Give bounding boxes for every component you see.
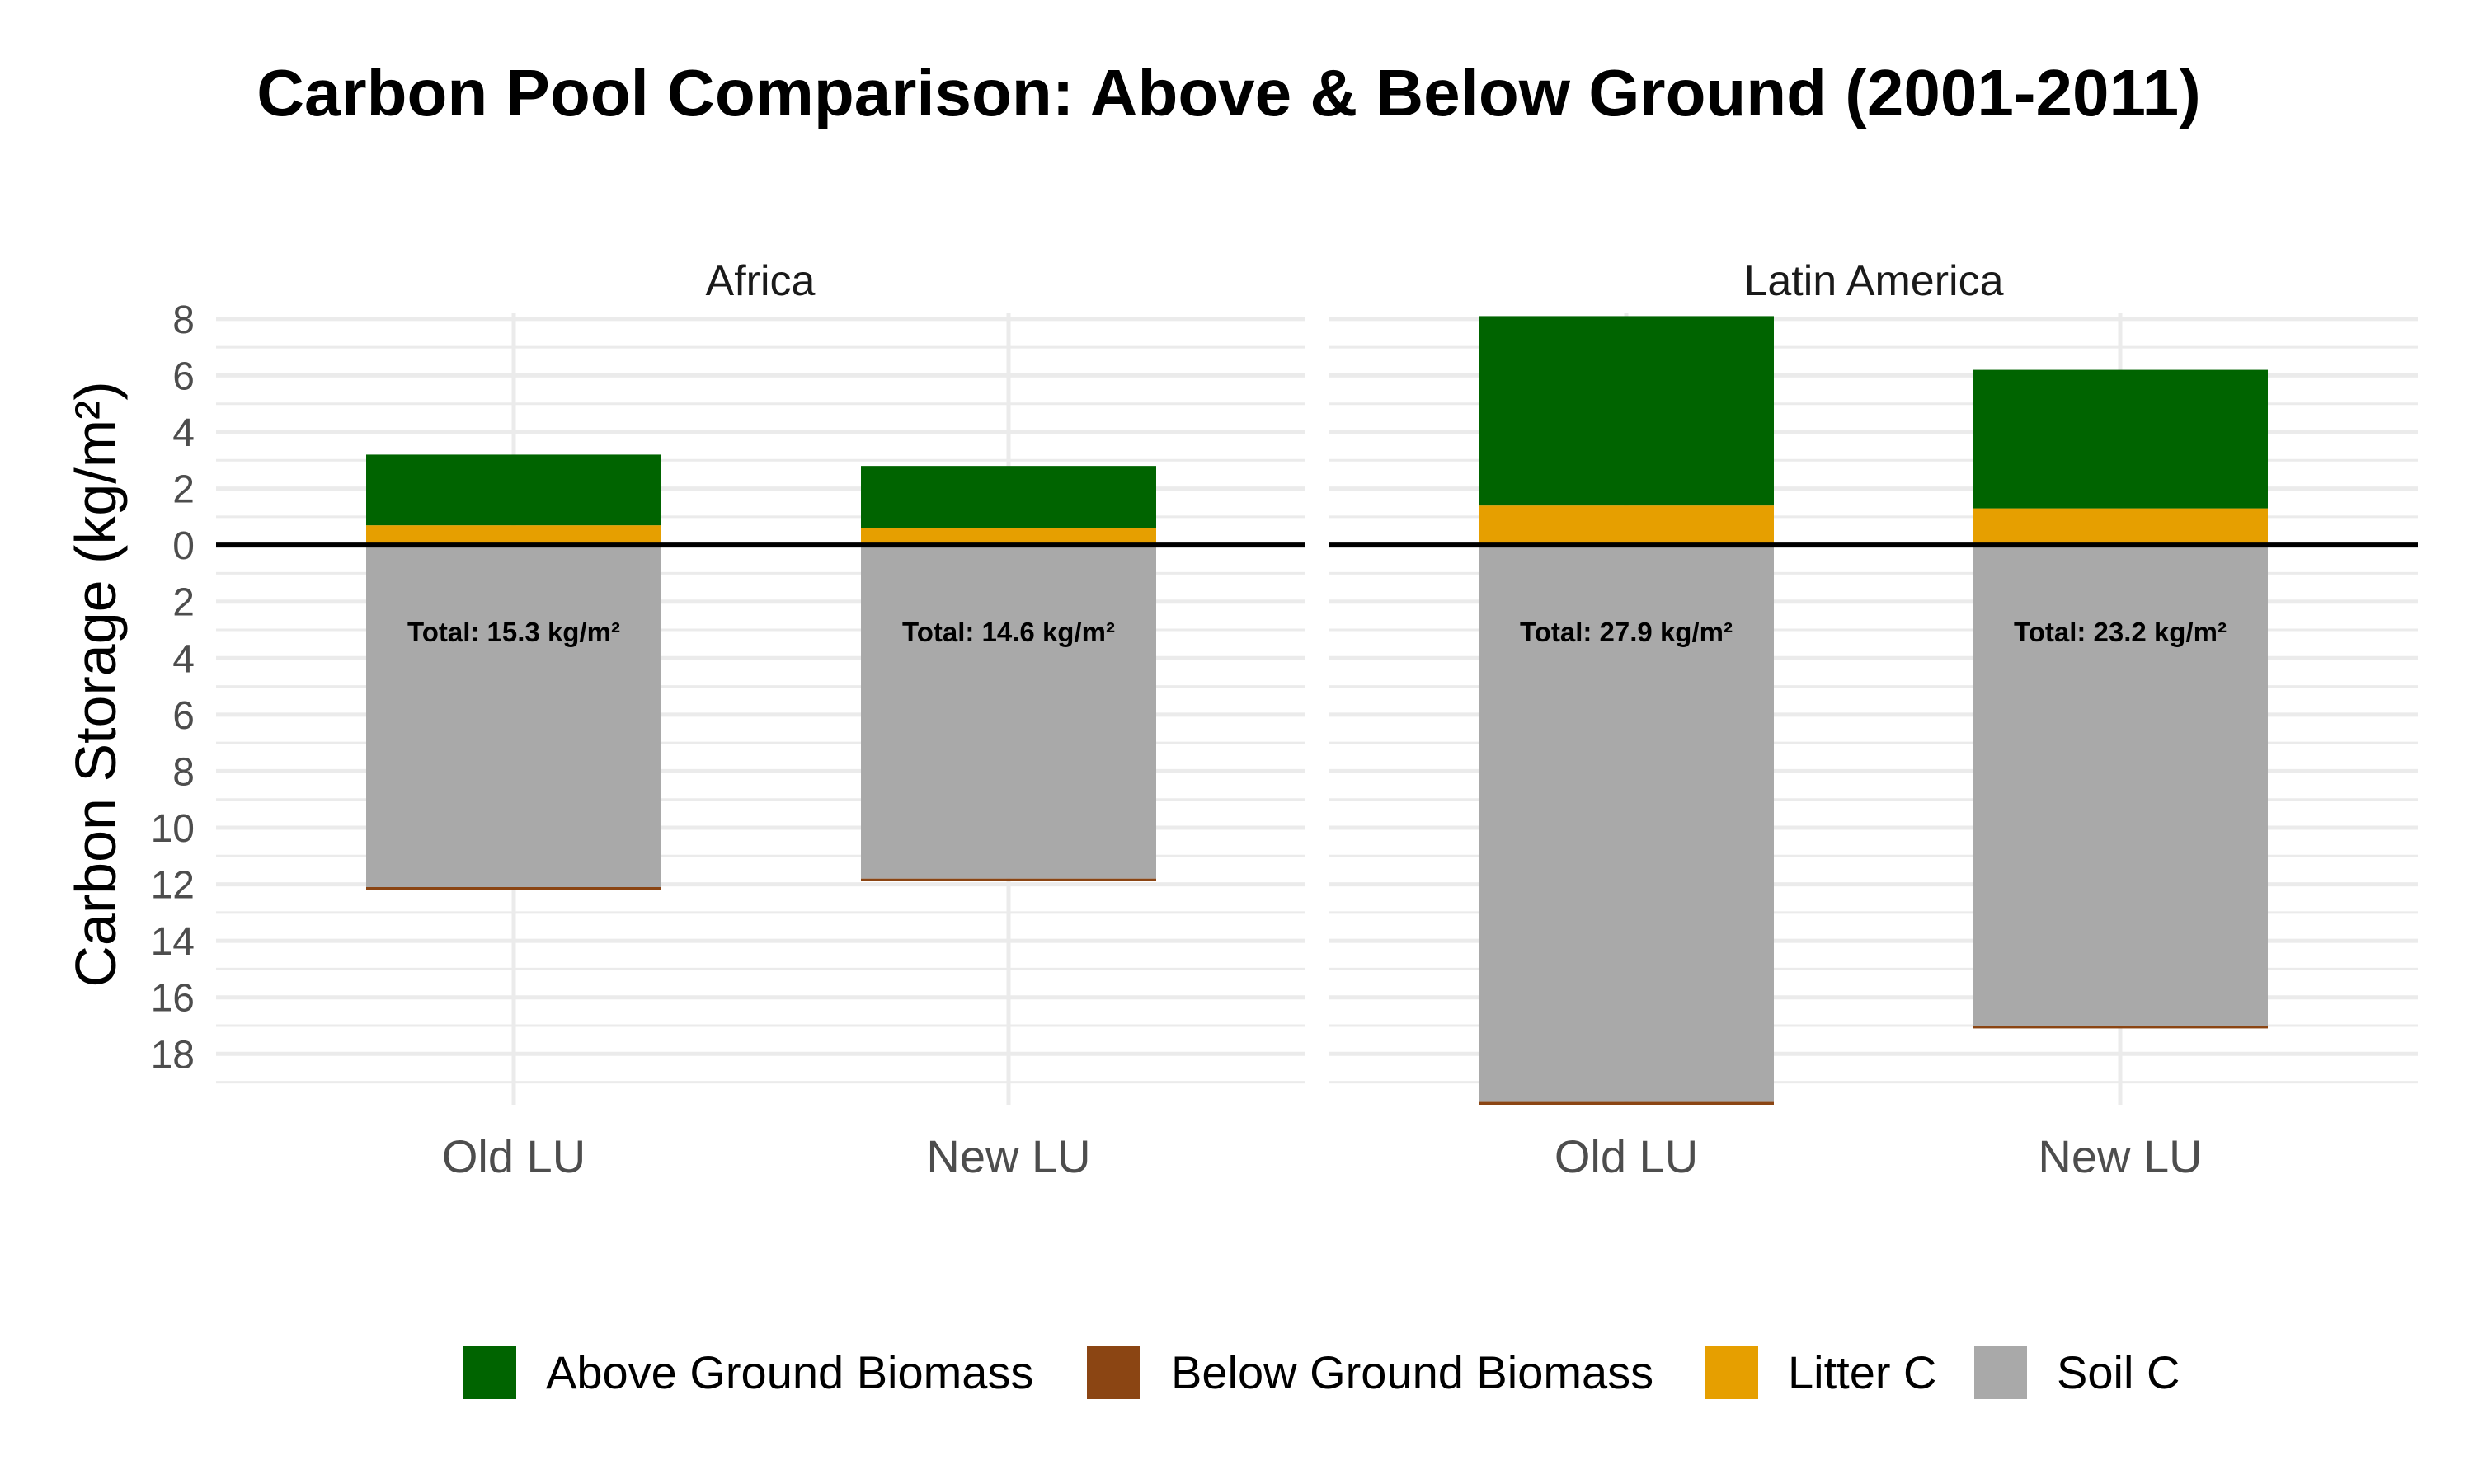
- legend-label: Litter C: [1788, 1346, 1937, 1398]
- y-tick-label: 10: [151, 807, 195, 851]
- bar-above-ground-biomass: [1479, 316, 1774, 506]
- bar-soil-c: [366, 545, 661, 887]
- total-label: Total: 15.3 kg/m²: [407, 617, 620, 647]
- y-tick-label: 6: [172, 694, 195, 738]
- y-tick-label: 14: [151, 920, 195, 964]
- legend: Above Ground Biomass Below Ground Biomass…: [463, 1346, 2180, 1399]
- y-tick-label: 8: [172, 298, 195, 342]
- legend-label: Soil C: [2057, 1346, 2180, 1398]
- x-tick-label: Old LU: [442, 1130, 586, 1182]
- bar-stack-new-lu: Total: 23.2 kg/m²: [1973, 369, 2268, 1029]
- panel-strip-label: Latin America: [1743, 257, 2003, 305]
- bar-litter-c: [1973, 508, 2268, 546]
- y-axis-label: Carbon Storage (kg/m²): [63, 381, 128, 987]
- y-tick-label: 0: [172, 524, 195, 568]
- bar-litter-c: [1479, 505, 1774, 546]
- bar-below-ground-biomass: [861, 878, 1156, 881]
- bar-above-ground-biomass: [861, 466, 1156, 528]
- legend-swatch: [1087, 1346, 1140, 1399]
- legend-item-litter-c: Litter C: [1705, 1346, 1937, 1399]
- bar-stack-old-lu: Total: 27.9 kg/m²: [1479, 316, 1774, 1105]
- panel-latin-america: Latin America Total: 27.9 kg/m² Old LU Tota…: [1329, 257, 2418, 1182]
- bar-soil-c: [861, 545, 1156, 879]
- y-tick-label: 2: [172, 581, 195, 625]
- y-tick-label: 18: [151, 1033, 195, 1077]
- panel-strip-label: Africa: [706, 257, 816, 305]
- total-label: Total: 14.6 kg/m²: [902, 617, 1115, 647]
- y-tick-label: 4: [172, 411, 195, 455]
- bar-above-ground-biomass: [1973, 369, 2268, 509]
- bar-stack-new-lu: Total: 14.6 kg/m²: [861, 466, 1156, 881]
- bar-below-ground-biomass: [366, 887, 661, 890]
- bar-soil-c: [1479, 545, 1774, 1102]
- y-tick-label: 12: [151, 864, 195, 908]
- bar-below-ground-biomass: [1973, 1026, 2268, 1029]
- y-tick-label: 2: [172, 468, 195, 512]
- panels: Africa Total: 15.3 kg/m² Old LU Total: 14.6…: [216, 257, 2418, 1182]
- bar-soil-c: [1973, 545, 2268, 1026]
- x-tick-label: New LU: [2038, 1130, 2202, 1182]
- bar-litter-c: [861, 528, 1156, 546]
- bar-below-ground-biomass: [1479, 1101, 1774, 1105]
- x-tick-label: Old LU: [1554, 1130, 1698, 1182]
- total-label: Total: 23.2 kg/m²: [2014, 617, 2227, 647]
- legend-label: Above Ground Biomass: [546, 1346, 1033, 1398]
- chart-title: Carbon Pool Comparison: Above & Below Gr…: [256, 56, 2200, 129]
- y-tick-label: 16: [151, 977, 195, 1021]
- legend-label: Below Ground Biomass: [1171, 1346, 1653, 1398]
- legend-item-soil-c: Soil C: [1974, 1346, 2180, 1399]
- x-tick-label: New LU: [926, 1130, 1090, 1182]
- bar-above-ground-biomass: [366, 454, 661, 526]
- bar-litter-c: [366, 525, 661, 546]
- y-tick-label: 8: [172, 750, 195, 794]
- legend-swatch: [463, 1346, 516, 1399]
- legend-item-above-ground-biomass: Above Ground Biomass: [463, 1346, 1033, 1399]
- y-tick-label: 6: [172, 355, 195, 398]
- legend-item-below-ground-biomass: Below Ground Biomass: [1087, 1346, 1653, 1399]
- total-label: Total: 27.9 kg/m²: [1520, 617, 1733, 647]
- legend-swatch: [1974, 1346, 2027, 1399]
- y-tick-label: 4: [172, 637, 195, 681]
- panel-africa: Africa Total: 15.3 kg/m² Old LU Total: 14.6…: [216, 257, 1305, 1182]
- y-axis-ticks: 8 6 4 2 0 2 4 6 8 10 12 14 16 18: [151, 298, 195, 1077]
- legend-swatch: [1705, 1346, 1758, 1399]
- bar-stack-old-lu: Total: 15.3 kg/m²: [366, 454, 661, 890]
